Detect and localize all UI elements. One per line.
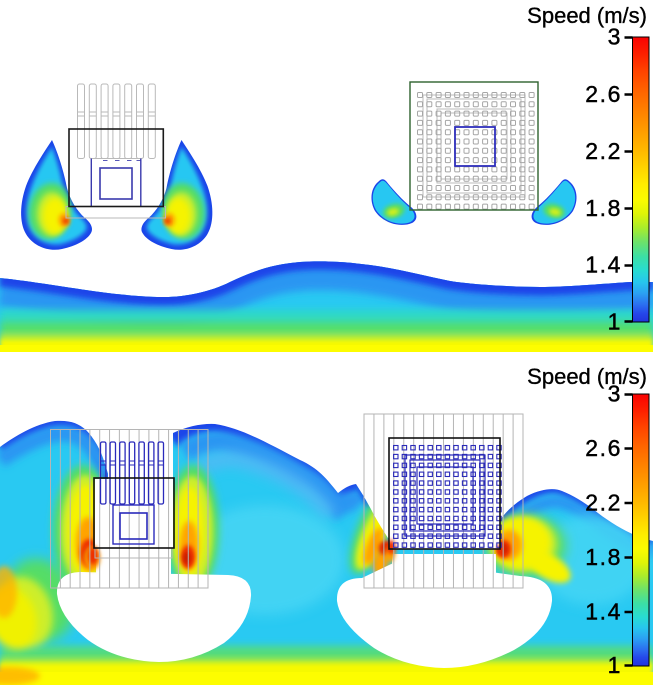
svg-text:1.8: 1.8	[585, 544, 622, 570]
svg-text:3: 3	[608, 381, 622, 407]
svg-text:2.6: 2.6	[585, 435, 622, 461]
svg-text:3: 3	[608, 24, 622, 50]
svg-text:2.2: 2.2	[585, 490, 622, 516]
svg-text:1.4: 1.4	[585, 599, 622, 625]
svg-text:Speed (m/s): Speed (m/s)	[527, 364, 647, 389]
svg-text:1.8: 1.8	[585, 195, 622, 221]
svg-text:Speed (m/s): Speed (m/s)	[527, 3, 647, 28]
svg-text:2.2: 2.2	[585, 138, 622, 164]
svg-text:1: 1	[608, 309, 622, 335]
svg-text:1: 1	[608, 652, 622, 678]
svg-text:1.4: 1.4	[585, 252, 622, 278]
svg-text:2.6: 2.6	[585, 81, 622, 107]
